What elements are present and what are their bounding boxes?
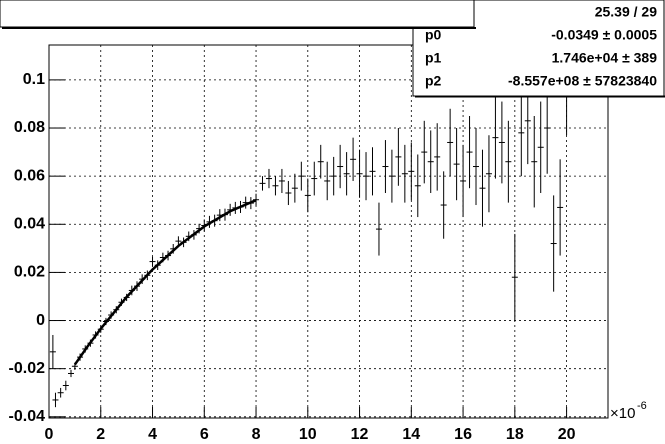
- plot-frame: [48, 44, 609, 419]
- x-tick-label: 2: [96, 426, 105, 443]
- x-tick-label: 14: [402, 426, 420, 443]
- y-tick-label: 0.06: [14, 167, 45, 184]
- x-exponent: -6: [637, 400, 647, 412]
- y-tick-label: 0.1: [23, 71, 45, 88]
- stats-param-name: p1: [425, 50, 442, 66]
- title-box: [0, 0, 475, 28]
- x-tick-label: 10: [299, 426, 317, 443]
- stats-chi2: 25.39 / 29: [595, 4, 657, 20]
- y-tick-label: 0: [36, 312, 45, 329]
- y-tick-label: 0.04: [14, 215, 45, 232]
- y-tick-label: -0.04: [9, 408, 46, 425]
- x-tick-label: 16: [454, 426, 472, 443]
- stats-param-value: 1.746e+04 ± 389: [552, 50, 658, 66]
- x-tick-label: 0: [45, 426, 54, 443]
- x-tick-label: 18: [506, 426, 524, 443]
- y-tick-label: 0.08: [14, 119, 45, 136]
- x-exponent-base: ×10: [610, 405, 635, 422]
- stats-param-value: -8.557e+08 ± 57823840: [508, 73, 657, 89]
- y-tick-label: -0.02: [9, 360, 46, 377]
- fit-curve: [73, 199, 257, 366]
- x-tick-label: 8: [252, 426, 261, 443]
- x-tick-label: 6: [200, 426, 209, 443]
- x-tick-label: 12: [351, 426, 369, 443]
- stats-param-name: p2: [425, 73, 442, 89]
- stats-param-value: -0.0349 ± 0.0005: [551, 27, 657, 43]
- x-tick-label: 20: [558, 426, 576, 443]
- y-tick-label: 0.02: [14, 264, 45, 281]
- stats-param-name: p0: [425, 27, 442, 43]
- x-tick-label: 4: [148, 426, 157, 443]
